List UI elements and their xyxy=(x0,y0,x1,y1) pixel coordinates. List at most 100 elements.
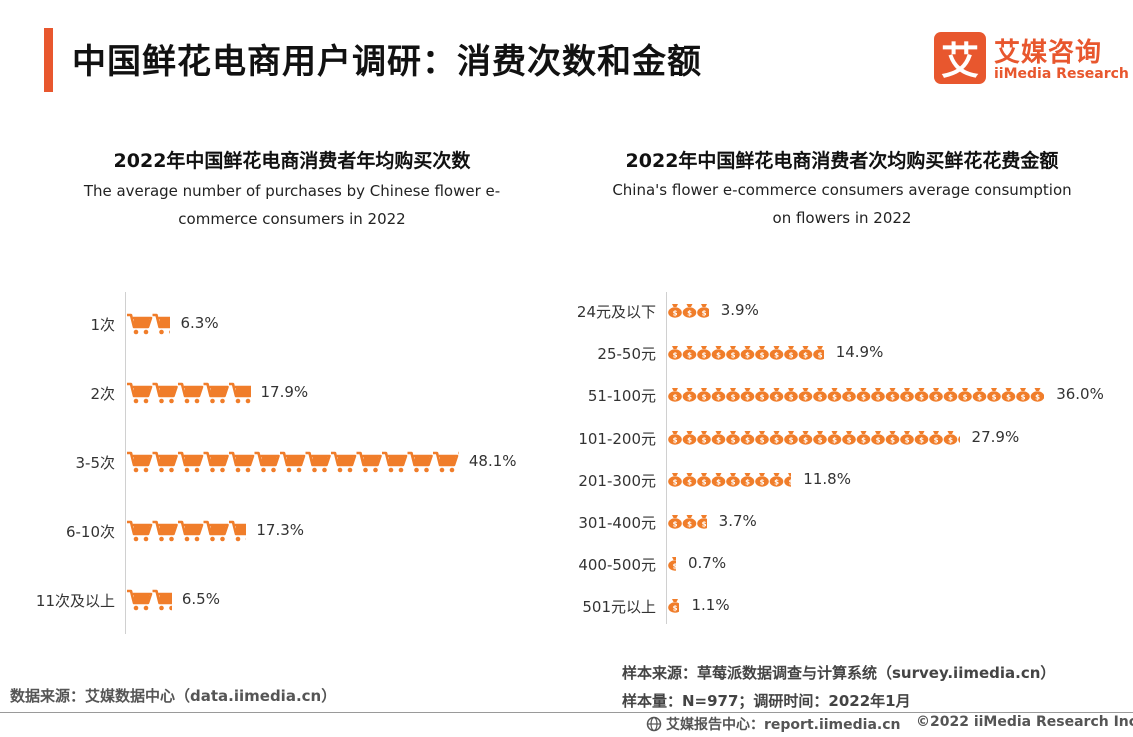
purchase-count-category-label: 2次 xyxy=(90,385,115,403)
svg-text:$: $ xyxy=(731,352,736,360)
svg-text:$: $ xyxy=(673,563,676,571)
svg-text:$: $ xyxy=(673,394,678,402)
svg-text:$: $ xyxy=(731,394,736,402)
purchase-count-bar xyxy=(127,519,247,543)
svg-text:$: $ xyxy=(687,394,692,402)
purchase-count-category-label: 3-5次 xyxy=(75,454,116,472)
spend-amount-icons: $$$$$$$$$$$$$$$$$$$$$ xyxy=(668,430,960,445)
purchase-count-bar xyxy=(127,381,251,405)
logo-glyph-icon: 艾 xyxy=(941,39,979,83)
svg-text:$: $ xyxy=(963,394,968,402)
brand-name-en: iiMedia Research xyxy=(994,66,1129,82)
svg-text:$: $ xyxy=(789,436,794,444)
purchase-count-value-label: 6.3% xyxy=(180,314,219,332)
svg-text:$: $ xyxy=(687,352,692,360)
spend-amount-category-label: 101-200元 xyxy=(578,429,656,448)
svg-text:$: $ xyxy=(702,521,707,529)
svg-text:$: $ xyxy=(760,352,765,360)
svg-text:$: $ xyxy=(673,478,678,486)
svg-text:$: $ xyxy=(919,436,924,444)
spend-amount-bar: $ $ $ $ $ $ $ $ $ xyxy=(668,472,792,488)
svg-text:$: $ xyxy=(876,394,881,402)
sample-size: 样本量：N=977；调研时间：2022年1月 xyxy=(622,692,911,710)
footer-report-center: 艾媒报告中心：report.iimedia.cn xyxy=(646,714,901,734)
brand-name-cn: 艾媒咨询 xyxy=(994,38,1103,68)
svg-text:$: $ xyxy=(803,394,808,402)
spend-amount-bar: $ $ $ xyxy=(668,303,709,319)
svg-text:$: $ xyxy=(1006,394,1011,402)
svg-text:$: $ xyxy=(861,436,866,444)
globe-icon xyxy=(646,716,662,732)
left-chart-subtitle: The average number of purchases by Chine… xyxy=(83,182,501,228)
svg-text:$: $ xyxy=(1021,394,1026,402)
svg-text:$: $ xyxy=(760,394,765,402)
svg-text:$: $ xyxy=(890,394,895,402)
purchase-count-icons xyxy=(127,589,172,611)
svg-text:$: $ xyxy=(716,478,721,486)
svg-text:$: $ xyxy=(774,352,779,360)
spend-amount-icons: $ xyxy=(668,557,676,571)
spend-amount-value-label: 27.9% xyxy=(971,427,1020,446)
spend-amount-icons: $ $ $ $ $ $ $ $ $ $ $ $ $ $ $ $ $ $ $ $ $ $ $ $ $ $ xyxy=(668,388,1045,403)
svg-text:$: $ xyxy=(818,436,823,444)
spend-amount-bar: $$$$$$$$$$$$$$$$$$$$$ xyxy=(668,430,960,446)
svg-text:$: $ xyxy=(702,436,707,444)
spend-amount-bar: $ $ $ xyxy=(668,514,707,530)
right-chart-title: 2022年中国鲜花电商消费者次均购买鲜花花费金额 xyxy=(625,150,1059,172)
purchase-count-value-label: 17.3% xyxy=(256,521,305,539)
svg-text:$: $ xyxy=(832,394,837,402)
spend-amount-value-label: 36.0% xyxy=(1056,385,1104,404)
spend-amount-value-label: 14.9% xyxy=(835,343,884,362)
spend-amount-icons: $ $ $ $ $ $ $ $ $ xyxy=(668,472,792,487)
purchase-count-icons xyxy=(127,313,171,335)
svg-text:$: $ xyxy=(992,394,997,402)
svg-text:$: $ xyxy=(702,352,707,360)
title-accent-bar xyxy=(44,28,53,92)
purchase-count-bar xyxy=(127,450,459,474)
svg-text:$: $ xyxy=(919,394,924,402)
svg-text:$: $ xyxy=(890,436,895,444)
svg-text:$: $ xyxy=(789,394,794,402)
svg-text:$: $ xyxy=(673,605,678,613)
purchase-count-icons xyxy=(127,382,251,404)
spend-amount-bar: $ xyxy=(668,598,680,614)
svg-text:$: $ xyxy=(687,478,692,486)
spend-amount-value-label: 0.7% xyxy=(688,554,727,573)
svg-text:$: $ xyxy=(1035,394,1040,402)
spend-amount-value-label: 3.7% xyxy=(718,512,757,530)
svg-text:$: $ xyxy=(716,436,721,444)
svg-text:$: $ xyxy=(716,394,721,402)
report-center-text: 艾媒报告中心：report.iimedia.cn xyxy=(666,717,901,733)
page-title: 中国鲜花电商用户调研：消费次数和金额 xyxy=(72,42,702,82)
spend-amount-bar: $ xyxy=(668,556,676,572)
right-chart-subtitle: China's flower e-commerce consumers aver… xyxy=(612,181,1072,227)
svg-text:$: $ xyxy=(774,436,779,444)
spend-amount-category-label: 501元以上 xyxy=(582,598,656,617)
svg-text:$: $ xyxy=(948,436,953,444)
right-chart-axis xyxy=(666,292,667,624)
purchase-count-category-label: 1次 xyxy=(90,316,115,334)
svg-text:$: $ xyxy=(673,521,678,529)
svg-text:$: $ xyxy=(745,436,750,444)
svg-text:$: $ xyxy=(687,521,692,529)
svg-text:$: $ xyxy=(760,478,765,486)
footer-copyright: ©2022 iiMedia Research Inc xyxy=(916,714,1133,730)
svg-text:$: $ xyxy=(847,436,852,444)
svg-text:$: $ xyxy=(977,394,982,402)
spend-amount-value-label: 3.9% xyxy=(720,301,759,319)
purchase-count-bar xyxy=(127,588,172,612)
spend-amount-category-label: 51-100元 xyxy=(587,387,656,406)
svg-text:$: $ xyxy=(716,352,721,360)
svg-text:$: $ xyxy=(934,436,939,444)
spend-amount-category-label: 25-50元 xyxy=(597,345,656,364)
spend-amount-value-label: 1.1% xyxy=(691,596,730,615)
svg-text:$: $ xyxy=(934,394,939,402)
svg-text:$: $ xyxy=(774,478,779,486)
svg-text:$: $ xyxy=(905,394,910,402)
svg-text:$: $ xyxy=(673,352,678,360)
svg-text:$: $ xyxy=(948,394,953,402)
svg-text:$: $ xyxy=(803,436,808,444)
spend-amount-icons: $ $ $ $ $ $ $ $ $ $ $ xyxy=(668,346,824,360)
spend-amount-category-label: 301-400元 xyxy=(578,514,656,532)
svg-text:$: $ xyxy=(702,310,707,318)
